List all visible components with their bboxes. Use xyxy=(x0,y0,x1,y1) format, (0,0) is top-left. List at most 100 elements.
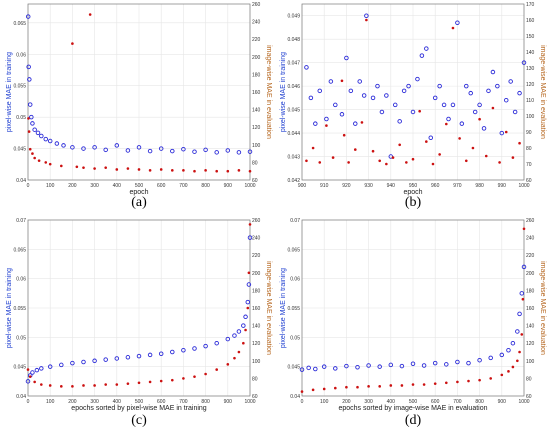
data-point-red xyxy=(233,356,236,360)
data-point-red xyxy=(445,122,448,126)
data-point-blue xyxy=(455,20,460,26)
y-left-tick-label: 0.045 xyxy=(13,147,26,153)
data-point-blue xyxy=(353,121,358,126)
data-point-red xyxy=(464,159,468,163)
data-point-red xyxy=(491,106,495,110)
y-right-tick-label: 100 xyxy=(526,114,535,120)
plot-frame xyxy=(301,219,525,397)
data-point-red xyxy=(311,388,315,392)
data-point-blue xyxy=(47,364,53,369)
data-point-blue xyxy=(225,336,231,342)
data-point-blue xyxy=(419,53,425,58)
data-point-red xyxy=(159,379,163,383)
data-point-blue xyxy=(136,353,142,359)
data-point-blue xyxy=(35,130,41,136)
data-point-red xyxy=(371,149,375,153)
data-point-red xyxy=(182,169,185,172)
y-right-tick-label: 80 xyxy=(526,376,532,382)
data-point-red xyxy=(318,161,322,164)
data-point-blue xyxy=(375,83,380,89)
y-left-tick-label: 0.04 xyxy=(16,178,26,184)
x-tick-label: 800 xyxy=(201,183,210,189)
data-point-blue xyxy=(114,143,120,148)
y-left-tick-label: 0.055 xyxy=(13,306,26,312)
data-point-blue xyxy=(39,366,44,371)
data-point-blue xyxy=(236,150,242,155)
data-point-blue xyxy=(170,148,175,154)
data-point-blue xyxy=(477,102,482,108)
y-right-tick-label: 220 xyxy=(252,253,261,259)
x-axis-label: epoch xyxy=(129,189,148,196)
data-point-red xyxy=(115,383,119,386)
y-left-axis-label: pixel-wise MAE in training xyxy=(6,52,13,132)
x-tick-label: 700 xyxy=(179,399,188,405)
data-point-red xyxy=(159,168,163,171)
panel-caption: (c) xyxy=(131,413,147,428)
y-right-tick-label: 90 xyxy=(526,130,532,136)
data-point-blue xyxy=(508,79,513,84)
data-point-red xyxy=(385,162,388,166)
data-point-red xyxy=(193,169,196,173)
data-point-red xyxy=(60,164,63,168)
y-right-tick-label: 120 xyxy=(252,125,261,131)
x-tick-label: 100 xyxy=(46,183,55,189)
data-point-blue xyxy=(361,93,367,98)
x-tick-label: 800 xyxy=(475,399,484,405)
y-left-tick-label: 0.06 xyxy=(16,277,26,283)
data-point-blue xyxy=(486,88,491,94)
data-point-blue xyxy=(92,145,97,150)
y-right-tick-label: 130 xyxy=(526,66,535,72)
y-right-axis-label: image-wise MAE in evaluation xyxy=(265,261,272,355)
x-tick-label: 400 xyxy=(113,399,122,405)
y-left-axis-label: pixel-wise MAE in training xyxy=(280,52,287,132)
data-point-red xyxy=(305,159,308,163)
data-point-blue xyxy=(43,136,49,142)
data-point-red xyxy=(504,130,508,134)
y-right-tick-label: 140 xyxy=(526,50,535,56)
data-point-red xyxy=(226,169,230,173)
data-point-blue xyxy=(34,367,40,373)
y-left-tick-label: 0.055 xyxy=(287,306,300,312)
y-right-tick-label: 140 xyxy=(526,324,535,330)
chart-panel-2: 900 910 920 930 940 950 960 970 980 990 1000 0.042 0… xyxy=(280,2,546,210)
data-point-red xyxy=(115,168,119,171)
data-point-red xyxy=(82,384,85,387)
data-point-blue xyxy=(466,360,471,366)
chart-panel-4: 0 100 200 300 400 500 600 700 800 900 1000 0.04 0.04… xyxy=(280,218,546,428)
data-point-blue xyxy=(47,138,53,144)
data-point-red xyxy=(44,161,48,164)
y-right-tick-label: 260 xyxy=(252,2,261,8)
x-tick-label: 950 xyxy=(409,183,418,189)
data-point-blue xyxy=(437,83,442,89)
data-point-blue xyxy=(344,55,349,61)
data-point-blue xyxy=(339,112,345,117)
data-point-red xyxy=(400,384,404,387)
x-tick-label: 900 xyxy=(224,183,233,189)
x-tick-label: 200 xyxy=(68,183,77,189)
x-tick-label: 500 xyxy=(135,183,144,189)
y-right-axis-label: image-wise MAE in evaluation xyxy=(539,45,546,139)
y-right-tick-label: 200 xyxy=(526,271,535,277)
data-point-red xyxy=(226,363,230,366)
y-right-tick-label: 120 xyxy=(526,341,535,347)
data-point-red xyxy=(342,133,346,137)
data-point-red xyxy=(518,350,521,354)
data-point-red xyxy=(204,372,207,376)
x-tick-label: 200 xyxy=(68,399,77,405)
x-tick-label: 300 xyxy=(90,183,99,189)
data-point-red xyxy=(37,159,41,162)
data-point-blue xyxy=(246,282,252,287)
data-point-blue xyxy=(444,362,449,367)
data-point-blue xyxy=(203,147,208,153)
data-point-red xyxy=(522,227,526,231)
x-tick-label: 300 xyxy=(364,399,373,405)
data-point-red xyxy=(360,121,364,124)
data-point-blue xyxy=(506,347,511,353)
data-point-blue xyxy=(92,358,97,364)
data-point-blue xyxy=(29,114,34,120)
data-point-blue xyxy=(203,343,208,349)
data-point-red xyxy=(244,328,247,332)
y-left-tick-label: 0.046 xyxy=(287,84,300,90)
data-point-red xyxy=(248,169,252,173)
data-point-blue xyxy=(384,93,389,98)
